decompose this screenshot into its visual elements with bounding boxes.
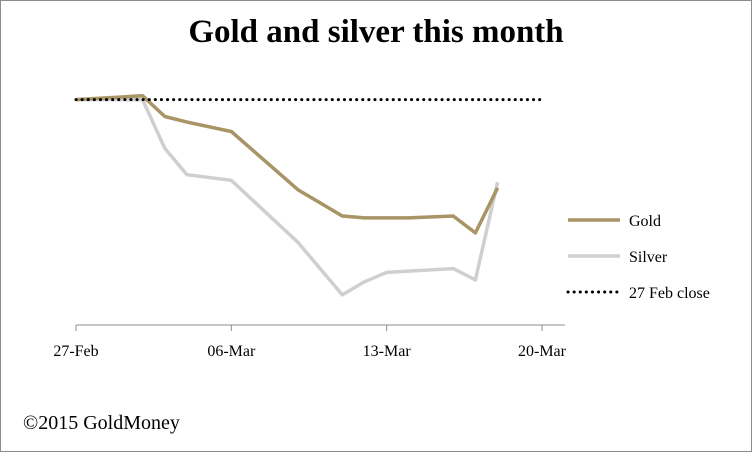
x-tick-label: 27-Feb (53, 343, 98, 360)
x-tick-label: 06-Mar (207, 343, 256, 360)
legend-label-silver: Silver (629, 249, 668, 266)
legend-label-27-feb-close: 27 Feb close (629, 285, 710, 302)
series-line-silver (76, 97, 500, 297)
series-line-gold (75, 94, 500, 235)
x-tick-label: 20-Mar (518, 343, 567, 360)
copyright-text: ©2015 GoldMoney (23, 412, 180, 434)
legend-label-gold: Gold (629, 213, 661, 230)
x-tick-label: 13-Mar (363, 343, 412, 360)
chart-title: Gold and silver this month (188, 14, 564, 50)
